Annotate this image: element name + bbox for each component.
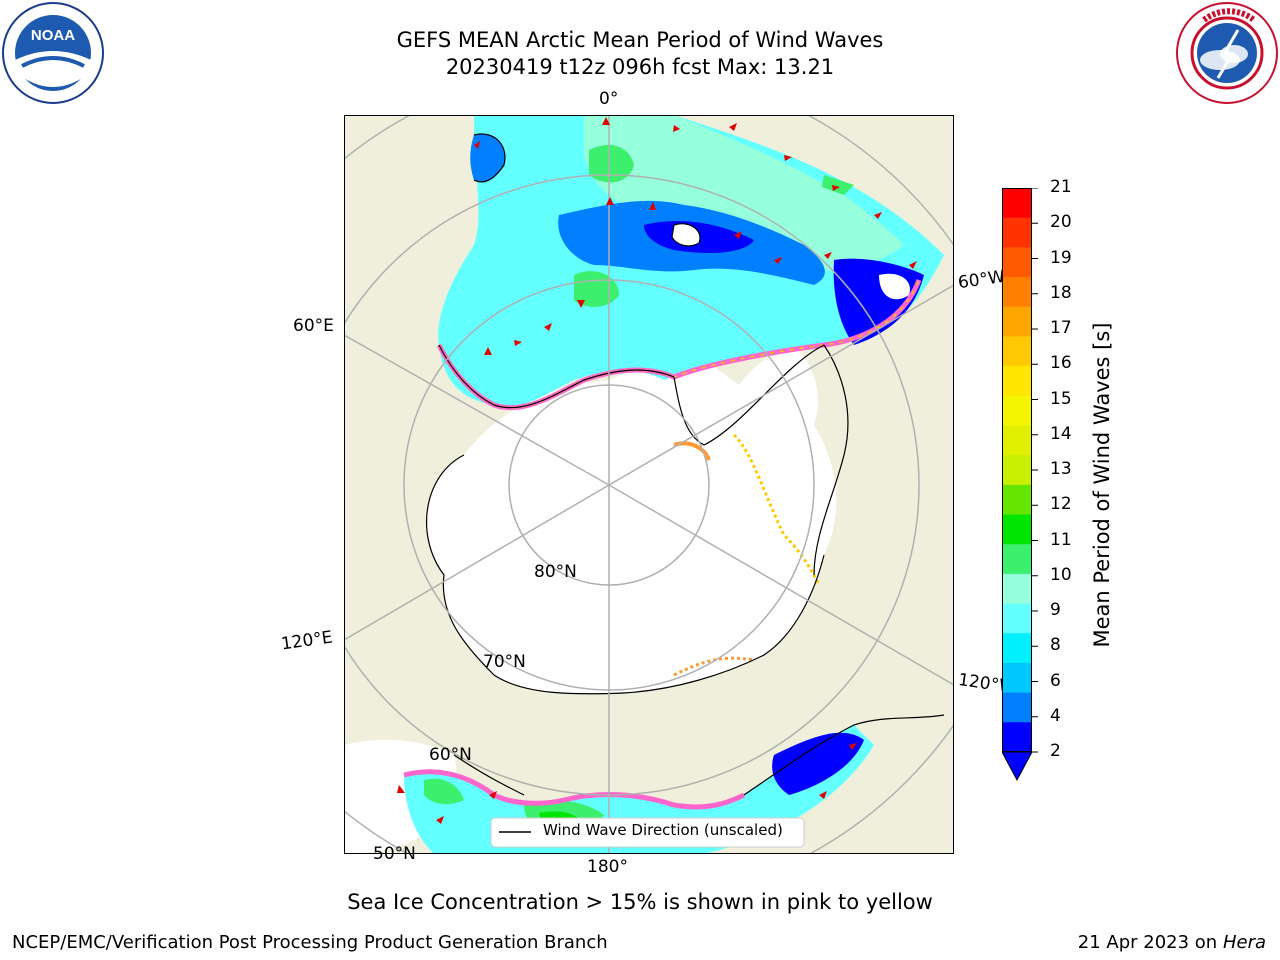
colorbar-tick-label: 11: [1050, 529, 1072, 550]
colorbar-band: [1002, 514, 1032, 545]
colorbar-band: [1002, 366, 1032, 397]
colorbar-band: [1002, 603, 1032, 634]
map-border: [344, 115, 954, 854]
footer-host: Hera: [1222, 932, 1266, 953]
colorbar-tick-label: 9: [1050, 600, 1061, 620]
chart-title: GEFS MEAN Arctic Mean Period of Wind Wav…: [396, 28, 884, 52]
colorbar-band: [1002, 573, 1032, 605]
graticule: [344, 115, 954, 854]
colorbar-extend: [1002, 751, 1033, 782]
chart-subtitle: 20230419 t12z 096h fcst Max: 13.21: [445, 55, 835, 79]
lat-label-60n: 60°N: [429, 745, 472, 765]
colorbar-band: [1002, 306, 1032, 337]
lon-label-180: 180°: [587, 857, 628, 877]
colorbar-tick-label: 8: [1050, 635, 1061, 656]
colorbar-band: [1002, 188, 1032, 219]
noaa-logo: NOAA: [2, 2, 104, 104]
lon-label-0: 0°: [599, 89, 619, 109]
colorbar-tick-label: 10: [1050, 564, 1072, 585]
polar-map: Wind Wave Direction (unscaled): [344, 115, 954, 854]
colorbar-band: [1002, 455, 1032, 486]
colorbar-band: [1002, 484, 1032, 516]
colorbar-tick-label: 21: [1050, 177, 1072, 197]
lon-label-60w: 60°W: [956, 266, 1007, 294]
colorbar-band: [1002, 544, 1032, 575]
colorbar-tick-label: 14: [1050, 423, 1072, 444]
colorbar-tick-label: 12: [1050, 494, 1072, 515]
colorbar-tick-label: 20: [1050, 212, 1072, 233]
colorbar-band: [1002, 662, 1032, 694]
nws-logo: [1176, 2, 1278, 104]
lat-label-70n: 70°N: [483, 652, 526, 672]
colorbar-tick-label: 18: [1050, 282, 1072, 303]
colorbar: [1002, 188, 1082, 788]
colorbar-bands: [1002, 188, 1032, 753]
colorbar-tick-label: 4: [1050, 705, 1061, 726]
noaa-logo-text: NOAA: [31, 27, 75, 44]
colorbar-band: [1002, 722, 1032, 753]
map-legend: [490, 817, 805, 848]
colorbar-band: [1002, 425, 1032, 456]
footer-left: NCEP/EMC/Verification Post Processing Pr…: [12, 932, 608, 953]
lat-label-80n: 80°N: [534, 562, 577, 582]
colorbar-tick-label: 15: [1050, 388, 1072, 409]
lon-label-60e: 60°E: [293, 316, 334, 336]
colorbar-label: Mean Period of Wind Waves [s]: [1090, 322, 1114, 648]
colorbar-tick-label: 6: [1050, 670, 1061, 691]
colorbar-tick-label: 17: [1050, 318, 1072, 338]
ice-caption: Sea Ice Concentration > 15% is shown in …: [347, 890, 933, 914]
colorbar-band: [1002, 395, 1032, 426]
colorbar-band: [1002, 633, 1032, 664]
wind-arrows: [397, 117, 917, 824]
legend-label: Wind Wave Direction (unscaled): [543, 821, 783, 839]
arctic-ocean: [426, 365, 837, 694]
colorbar-tick-label: 19: [1050, 247, 1072, 268]
colorbar-tick-label: 13: [1050, 459, 1072, 479]
colorbar-tick-labels: 21 20 19 18 17 16 15 14 13 12 11 10 9 8 6 4 2: [1050, 177, 1090, 788]
lat-label-50n: 50°N: [373, 844, 416, 864]
colorbar-band: [1002, 692, 1032, 723]
footer-right: 21 Apr 2023 on Hera: [1078, 932, 1266, 953]
colorbar-band: [1002, 217, 1032, 248]
lon-label-120e: 120°E: [279, 627, 334, 655]
colorbar-band: [1002, 336, 1032, 367]
colorbar-tick-label: 16: [1050, 353, 1072, 374]
colorbar-tick-label: 2: [1050, 741, 1061, 761]
colorbar-band: [1002, 247, 1032, 278]
colorbar-band: [1002, 277, 1032, 308]
footer-date: 21 Apr 2023 on: [1077, 932, 1223, 953]
coastlines: [425, 133, 945, 796]
